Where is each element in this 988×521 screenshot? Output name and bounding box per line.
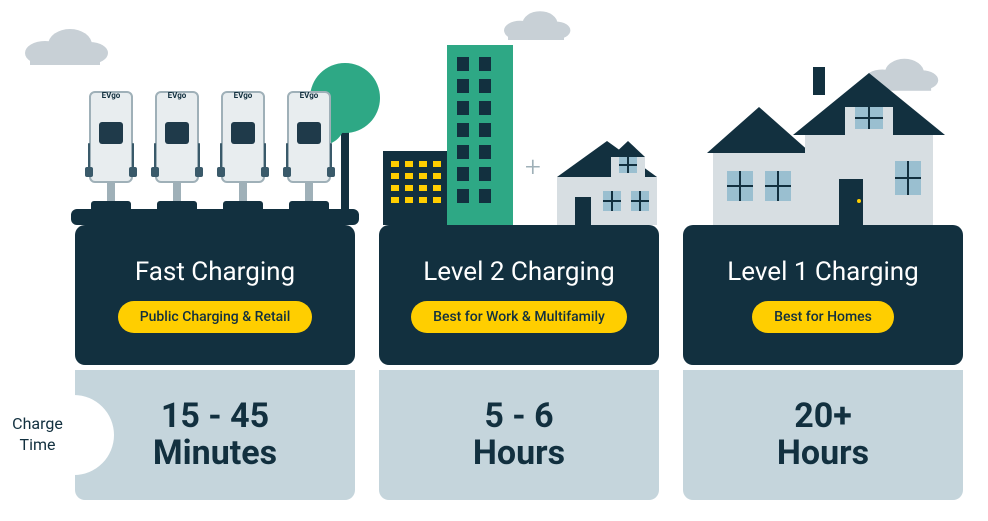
charger-brand-label: EVgo [151, 91, 203, 100]
illustration-fast-charging: EVgo EVgo EVgo EVgo [75, 25, 355, 225]
card-level1-charging: Level 1 Charging Best for Homes [683, 225, 963, 365]
illustration-level2: + [379, 25, 659, 225]
cards-row: Fast Charging Public Charging & Retail L… [75, 225, 963, 365]
charger-brand-label: EVgo [85, 91, 137, 100]
time-cell-fast: 15 - 45 Minutes [75, 370, 355, 500]
charge-time-label: Charge Time [0, 370, 75, 500]
card-fast-charging: Fast Charging Public Charging & Retail [75, 225, 355, 365]
time-unit: Minutes [153, 435, 277, 472]
time-value: 5 - 6 [484, 398, 553, 435]
time-cell-level1: 20+ Hours [683, 370, 963, 500]
time-cell-level2: 5 - 6 Hours [379, 370, 659, 500]
card-title: Level 2 Charging [423, 257, 615, 287]
illustration-level1 [683, 25, 963, 225]
charge-time-label-line1: Charge [12, 414, 63, 435]
time-value: 15 - 45 [161, 398, 269, 435]
card-level2-charging: Level 2 Charging Best for Work & Multifa… [379, 225, 659, 365]
card-pill: Best for Work & Multifamily [411, 301, 627, 333]
charge-time-row: Charge Time 15 - 45 Minutes 5 - 6 Hours … [0, 370, 988, 500]
card-pill: Public Charging & Retail [118, 301, 313, 333]
notch-decoration [74, 395, 114, 475]
charger-brand-label: EVgo [217, 91, 269, 100]
time-unit: Hours [473, 435, 565, 472]
card-pill: Best for Homes [752, 301, 894, 333]
charge-time-label-line2: Time [20, 435, 56, 456]
time-unit: Hours [777, 435, 869, 472]
plus-icon: + [525, 150, 541, 183]
card-title: Level 1 Charging [727, 257, 919, 287]
card-title: Fast Charging [135, 257, 295, 287]
charger-brand-label: EVgo [283, 91, 335, 100]
time-value: 20+ [794, 398, 852, 435]
